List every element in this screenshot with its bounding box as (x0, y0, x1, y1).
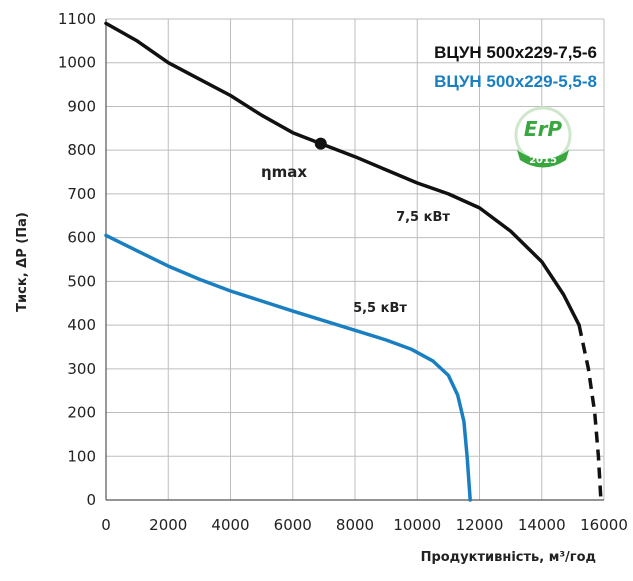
y-tick-label: 1000 (58, 54, 96, 72)
x-tick-label: 2000 (149, 516, 187, 534)
eta-max-label: ηmax (261, 163, 307, 181)
power-label-7-5kw: 7,5 кВт (396, 210, 450, 225)
axes (105, 19, 604, 501)
power-label-5-5kw: 5,5 кВт (353, 301, 407, 316)
y-tick-label: 100 (67, 447, 96, 465)
y-tick-label: 400 (67, 316, 96, 334)
y-tick-label: 500 (67, 272, 96, 290)
x-tick-label: 6000 (274, 516, 312, 534)
badge-erp-text: ErP (524, 117, 563, 141)
badge-year-text: 2015 (529, 155, 557, 166)
legend-entry-series-1: ВЦУН 500x229-7,5-6 (434, 43, 597, 62)
y-tick-labels: 0 100 200 300 400 500 600 700 800 900 1000 1100 (58, 10, 96, 509)
x-axis-label: Продуктивність, м³/год (421, 550, 596, 565)
y-tick-label: 600 (67, 229, 96, 247)
x-tick-labels: 0 2000 4000 6000 8000 10000 12000 14000 16000 (101, 516, 628, 534)
x-tick-label: 12000 (456, 516, 504, 534)
x-tick-label: 8000 (336, 516, 374, 534)
x-tick-label: 4000 (211, 516, 249, 534)
eta-max-point (314, 137, 327, 150)
series-1-line (104, 21, 581, 327)
series-1-dashed-extension (577, 324, 603, 501)
y-tick-label: 200 (67, 404, 96, 422)
grid (105, 18, 605, 501)
series-lines (104, 21, 603, 502)
x-tick-label: 14000 (518, 516, 566, 534)
y-tick-label: 300 (67, 360, 96, 378)
series-2-line (104, 233, 472, 502)
y-tick-label: 0 (86, 491, 96, 509)
y-tick-label: 1100 (58, 10, 96, 28)
y-tick-label: 900 (67, 97, 96, 115)
x-tick-label: 16000 (580, 516, 628, 534)
legend-entry-series-2: ВЦУН 500x229-5,5-8 (434, 72, 597, 91)
y-tick-label: 700 (67, 185, 96, 203)
x-tick-label: 10000 (393, 516, 441, 534)
x-tick-label: 0 (101, 516, 111, 534)
erp-2015-badge: ErP 2015 (514, 106, 572, 168)
y-tick-label: 800 (67, 141, 96, 159)
y-axis-label: Тиск, ΔP (Па) (15, 212, 30, 312)
